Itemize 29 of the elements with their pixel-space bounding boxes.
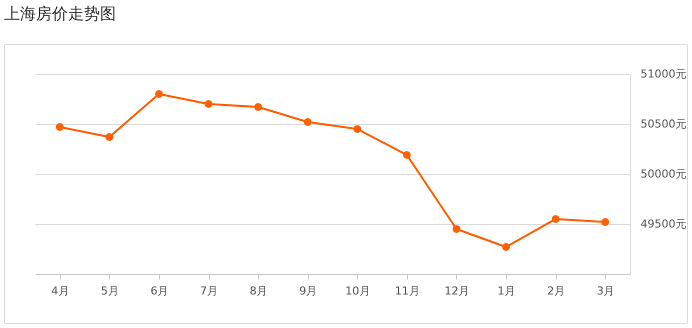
point <box>502 243 510 251</box>
x-tick-label: 12月 <box>444 284 470 298</box>
point <box>304 118 312 126</box>
x-tick-label: 8月 <box>250 284 268 298</box>
x-tick-label: 2月 <box>547 284 566 298</box>
y-tick-label: 49500元 <box>640 218 686 230</box>
point <box>56 123 64 131</box>
y-tick-label: 50500元 <box>640 118 686 130</box>
x-tick-label: 1月 <box>498 284 516 298</box>
x-tick-label: 10月 <box>345 284 370 298</box>
x-tick-label: 3月 <box>596 284 615 298</box>
y-tick-label: 51000元 <box>640 68 686 80</box>
point <box>254 103 262 111</box>
x-tick-label: 6月 <box>150 284 168 298</box>
point <box>204 100 212 108</box>
point <box>403 151 411 159</box>
point <box>601 218 610 226</box>
point <box>353 125 362 133</box>
y-tick-label: 50000元 <box>640 168 686 180</box>
point <box>552 215 560 223</box>
x-tick-label: 5月 <box>100 284 119 298</box>
x-tick-label: 4月 <box>51 284 70 298</box>
x-tick-label: 9月 <box>299 284 318 298</box>
x-tick-label: 7月 <box>200 284 218 298</box>
point <box>155 90 163 98</box>
point <box>106 133 114 141</box>
chart-title: 上海房价走势图 <box>4 4 116 25</box>
x-tick-label: 11月 <box>394 284 420 298</box>
point <box>452 225 460 233</box>
